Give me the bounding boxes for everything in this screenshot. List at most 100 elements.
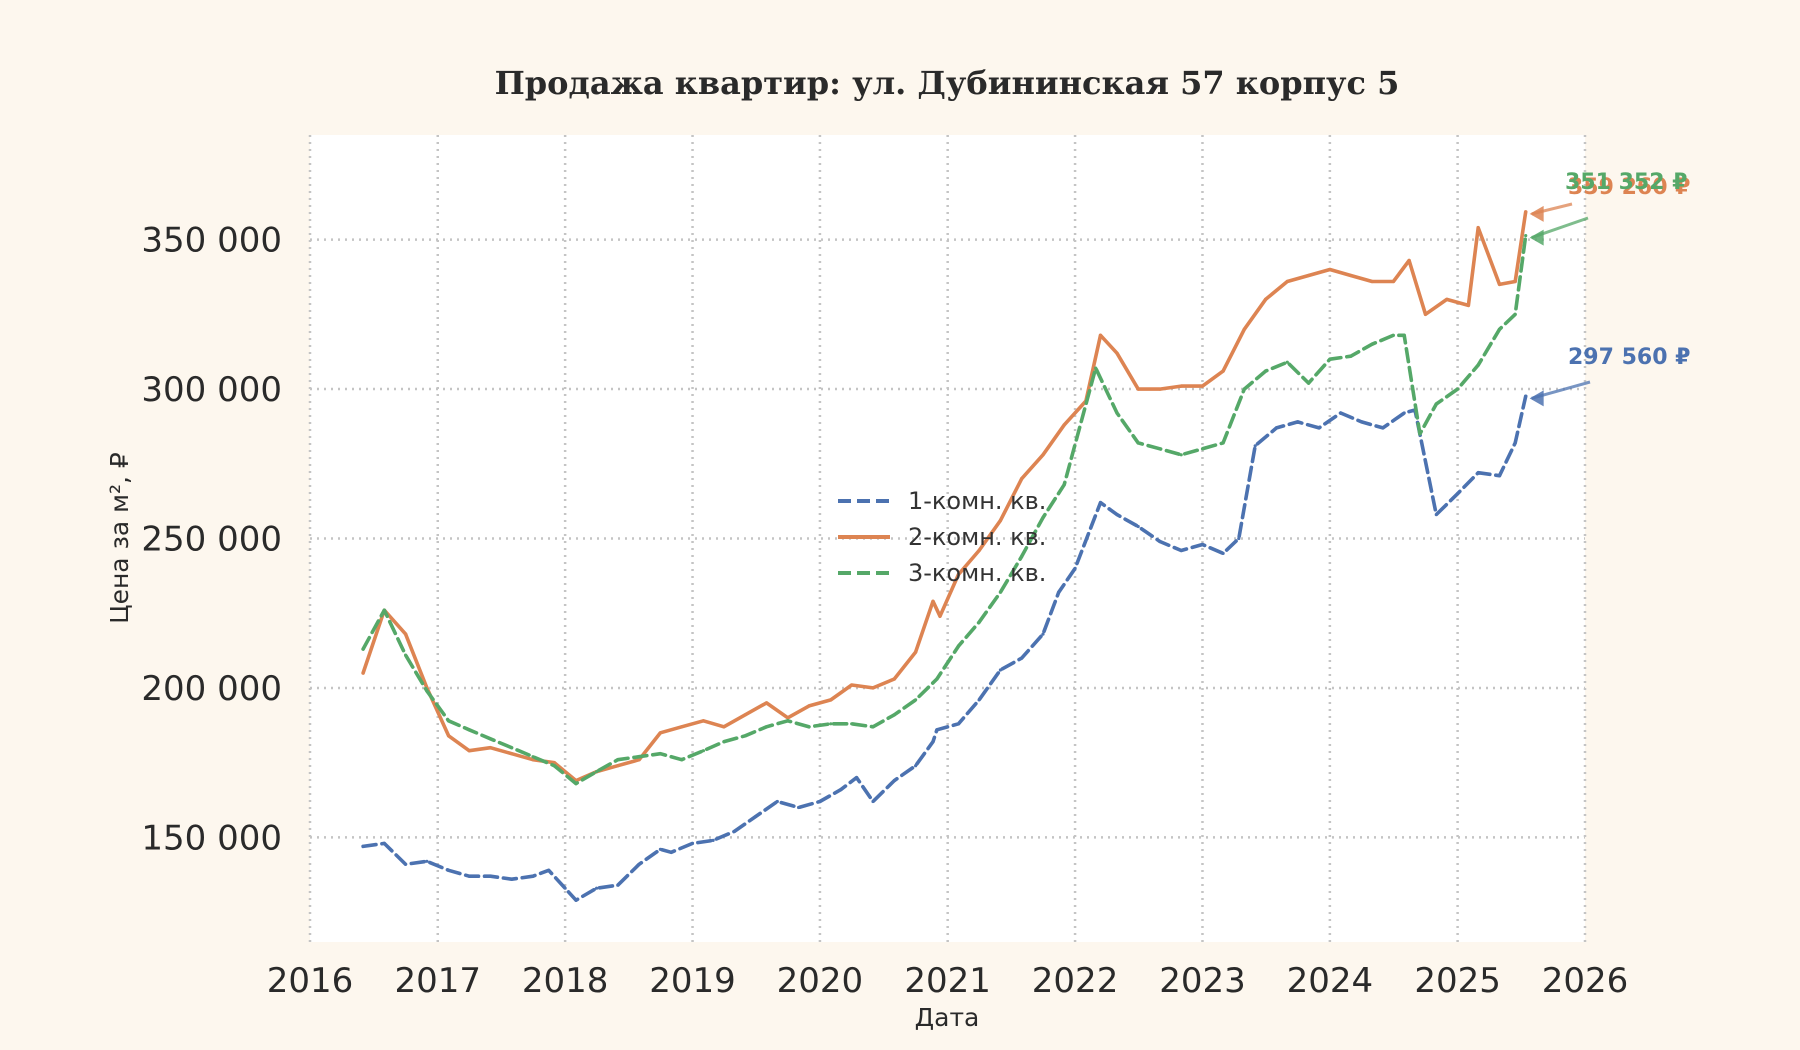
data-point-1-room — [447, 868, 451, 872]
data-point-2-room — [361, 671, 365, 675]
data-point-1-room — [935, 728, 939, 732]
data-point-2-room — [1524, 210, 1528, 214]
data-point-1-room — [977, 698, 981, 702]
x-tick-label: 2017 — [394, 961, 481, 1001]
data-point-2-room — [998, 519, 1003, 523]
data-point-3-room — [871, 725, 875, 729]
data-point-3-room — [829, 722, 833, 726]
end-labels: 297 560 ₽ 359 260 ₽351 352 ₽ — [1529, 170, 1690, 407]
x-tick-label: 2024 — [1287, 961, 1374, 1001]
data-point-2-room — [1020, 477, 1024, 481]
x-tick-label: 2020 — [777, 961, 864, 1001]
data-point-1-room — [404, 862, 408, 866]
x-tick-label: 2025 — [1414, 961, 1501, 1001]
data-point-3-room — [1370, 342, 1374, 346]
data-point-3-room — [1418, 432, 1422, 436]
data-point-3-room — [658, 752, 663, 756]
data-point-1-room — [563, 886, 567, 890]
data-point-1-room — [711, 838, 715, 843]
data-point-1-room — [1073, 566, 1077, 571]
data-point-2-room — [1466, 303, 1470, 307]
data-point-2-room — [467, 749, 471, 753]
data-point-3-room — [1328, 357, 1332, 361]
data-point-2-room — [1476, 226, 1480, 230]
data-point-1-room — [732, 829, 737, 834]
data-point-2-room — [764, 701, 769, 705]
y-axis-label: Цена за м², ₽ — [105, 452, 134, 624]
data-point-1-room — [547, 868, 551, 872]
data-point-1-room — [616, 883, 620, 887]
data-point-2-room — [850, 683, 854, 687]
data-point-1-room — [1513, 441, 1517, 445]
data-point-2-room — [786, 716, 790, 720]
data-point-1-room — [488, 874, 492, 878]
end-label-3-room: 351 352 ₽ — [1565, 170, 1687, 195]
data-point-2-room — [637, 758, 641, 762]
x-axis-label: Дата — [915, 1003, 980, 1032]
data-point-1-room — [797, 805, 801, 810]
data-point-1-room — [818, 799, 822, 804]
data-point-3-room — [1020, 554, 1024, 559]
data-point-1-room — [1434, 513, 1438, 517]
data-point-1-room — [382, 841, 386, 846]
data-point-3-room — [637, 755, 641, 759]
data-point-2-room — [447, 734, 451, 738]
data-point-2-room — [931, 599, 935, 603]
data-point-3-room — [1158, 447, 1162, 451]
data-point-1-room — [595, 886, 599, 890]
data-point-2-room — [1264, 297, 1268, 301]
data-point-3-room — [722, 740, 726, 744]
y-tick-label: 250 000 — [141, 520, 282, 560]
data-point-2-room — [701, 719, 706, 723]
data-point-1-room — [1296, 420, 1300, 424]
data-point-3-room — [956, 644, 961, 648]
y-tick-label: 350 000 — [141, 221, 282, 261]
data-point-3-room — [892, 713, 896, 717]
data-point-1-room — [754, 814, 758, 819]
data-point-3-room — [807, 725, 811, 729]
data-point-2-room — [1158, 387, 1162, 391]
data-point-2-room — [829, 698, 833, 702]
data-point-1-room — [1274, 426, 1279, 430]
data-point-3-room — [1242, 387, 1246, 391]
data-point-3-room — [786, 719, 790, 723]
data-point-1-room — [1200, 542, 1205, 547]
data-point-1-room — [931, 740, 935, 744]
data-point-3-room — [1041, 516, 1045, 520]
data-point-2-room — [938, 614, 942, 618]
data-point-3-room — [1434, 402, 1438, 406]
data-point-1-room — [1524, 394, 1528, 398]
data-point-1-room — [1253, 444, 1257, 448]
data-point-1-room — [669, 850, 673, 854]
data-point-1-room — [914, 764, 918, 768]
data-point-3-room — [1476, 363, 1480, 367]
data-point-2-room — [977, 548, 981, 553]
legend-label-2-room: 2-комн. кв. — [908, 523, 1046, 551]
data-point-3-room — [1307, 381, 1311, 385]
data-point-2-room — [1115, 351, 1119, 355]
x-tick-label: 2018 — [522, 961, 609, 1001]
data-point-2-room — [1497, 282, 1502, 286]
data-point-1-room — [1020, 656, 1024, 660]
data-point-2-room — [1370, 279, 1374, 284]
data-point-3-room — [467, 728, 471, 732]
y-tick-label: 300 000 — [141, 370, 282, 410]
data-point-2-room — [1041, 453, 1045, 457]
data-point-3-room — [447, 719, 451, 723]
data-point-3-room — [510, 746, 514, 750]
x-tick-label: 2016 — [267, 961, 354, 1001]
data-point-1-room — [855, 776, 859, 780]
data-point-2-room — [1349, 273, 1353, 278]
data-point-3-room — [914, 698, 918, 702]
data-point-2-room — [1407, 258, 1411, 263]
data-point-1-room — [658, 847, 663, 851]
end-label-arrowhead-1-room — [1529, 390, 1544, 407]
data-point-1-room — [998, 668, 1003, 672]
data-point-3-room — [701, 749, 706, 753]
data-point-2-room — [892, 677, 896, 681]
data-point-1-room — [892, 779, 896, 783]
data-point-2-room — [1221, 369, 1225, 373]
legend-label-1-room: 1-комн. кв. — [908, 487, 1046, 515]
data-point-2-room — [510, 752, 514, 756]
data-point-3-room — [1285, 360, 1289, 364]
